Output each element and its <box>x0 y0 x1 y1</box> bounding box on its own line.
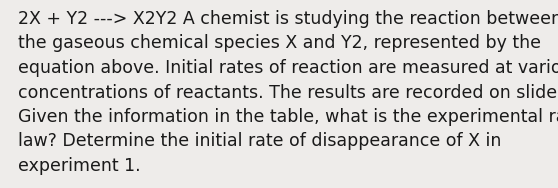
Text: experiment 1.: experiment 1. <box>18 157 141 175</box>
Text: the gaseous chemical species X and Y2, represented by the: the gaseous chemical species X and Y2, r… <box>18 35 541 52</box>
Text: concentrations of reactants. The results are recorded on slide 15.: concentrations of reactants. The results… <box>18 83 558 102</box>
Text: Given the information in the table, what is the experimental rate: Given the information in the table, what… <box>18 108 558 126</box>
Text: equation above. Initial rates of reaction are measured at various: equation above. Initial rates of reactio… <box>18 59 558 77</box>
Text: law? Determine the initial rate of disappearance of X in: law? Determine the initial rate of disap… <box>18 133 502 151</box>
Text: 2X + Y2 ---> X2Y2 A chemist is studying the reaction between: 2X + Y2 ---> X2Y2 A chemist is studying … <box>18 10 558 28</box>
